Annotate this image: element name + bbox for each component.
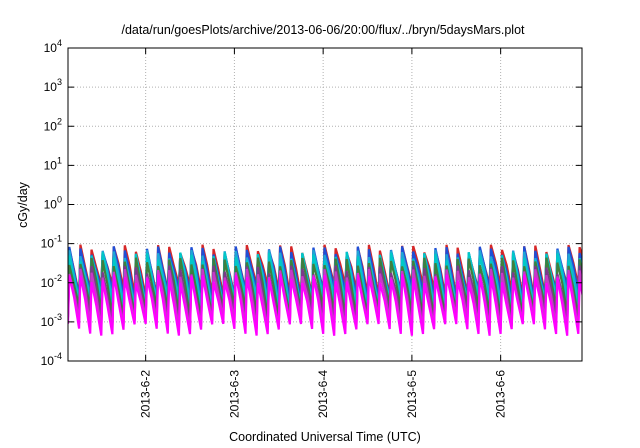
y-axis-label: cGy/day	[16, 181, 30, 228]
x-tick-label: 2013-6-4	[316, 370, 330, 418]
y-tick-label: 100	[44, 195, 62, 212]
series-line	[68, 274, 582, 336]
y-tick-label: 104	[44, 38, 62, 55]
x-axis-label: Coordinated Universal Time (UTC)	[229, 430, 421, 444]
x-tick-label: 2013-6-5	[405, 370, 419, 418]
ticks	[68, 47, 582, 362]
y-tick-label: 10-3	[41, 312, 62, 329]
series-line	[68, 257, 582, 319]
chart-title: /data/run/goesPlots/archive/2013-06-06/2…	[121, 23, 525, 37]
series-group	[68, 244, 582, 336]
y-tick-labels: 10-4 10-3 10-2 10-1 100 101 102 103 104	[41, 38, 62, 368]
x-tick-label: 2013-6-2	[139, 370, 153, 418]
y-tick-label: 102	[44, 116, 62, 133]
x-tick-label: 2013-6-3	[227, 370, 241, 418]
grid	[68, 48, 582, 361]
y-tick-label: 103	[44, 77, 62, 94]
y-tick-label: 10-1	[41, 234, 62, 251]
y-tick-label: 10-2	[41, 273, 62, 290]
x-tick-label: 2013-6-6	[494, 370, 508, 418]
y-tick-label: 101	[44, 155, 62, 172]
x-tick-labels: 2013-6-2 2013-6-3 2013-6-4 2013-6-5 2013-6-6	[139, 370, 508, 418]
y-tick-label: 10-4	[41, 351, 62, 368]
